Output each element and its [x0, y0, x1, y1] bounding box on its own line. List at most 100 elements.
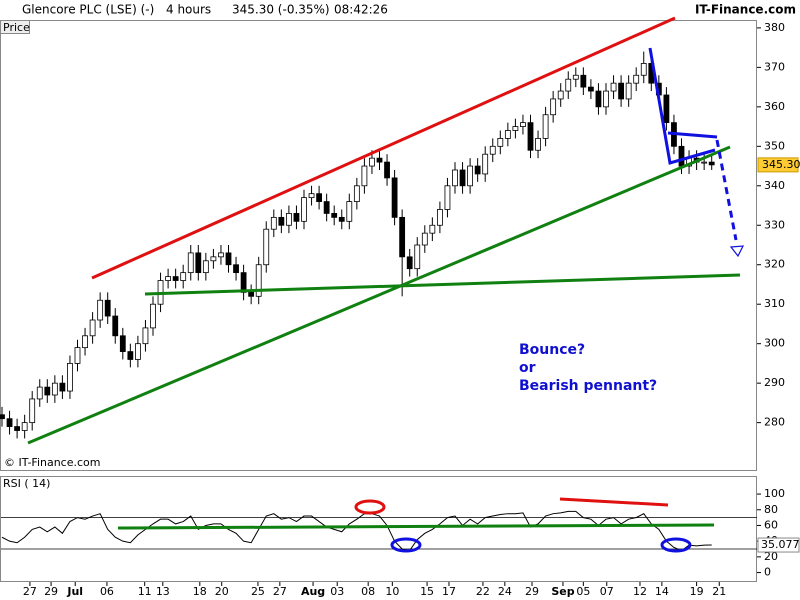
x-tick-label: 22: [476, 585, 490, 598]
x-tick-label: Sep: [551, 585, 574, 598]
candle-body: [708, 161, 715, 166]
candle-body: [520, 122, 526, 127]
candle-body: [142, 327, 149, 345]
candle-body: [323, 201, 330, 214]
resistance-line: [91, 16, 676, 280]
price-label: Price: [3, 21, 30, 34]
y-tick-label: 370: [764, 60, 785, 73]
x-tick-label: 27: [23, 585, 37, 598]
candle-body: [512, 126, 519, 131]
candle-body: [610, 82, 617, 92]
candle-body: [285, 213, 292, 226]
candle-body: [89, 319, 96, 337]
rsi-support: [117, 523, 715, 530]
price-panel: [0, 20, 757, 471]
x-tick-label: 18: [193, 585, 207, 598]
candle-body: [633, 74, 640, 84]
candle-body: [308, 193, 315, 199]
candle-body: [436, 209, 443, 226]
candle-body: [489, 145, 496, 155]
candle-body: [59, 382, 66, 392]
rsi-divergence: [559, 497, 669, 507]
y-tick-label: 80: [764, 503, 778, 516]
x-tick-label: 06: [100, 585, 114, 598]
x-tick-label: 13: [156, 585, 170, 598]
annotation: or: [519, 360, 536, 376]
candle-body: [187, 252, 194, 274]
candle-body: [572, 74, 579, 80]
candle-body: [384, 161, 390, 179]
candle-body: [255, 264, 262, 297]
price-label-box: [0, 20, 30, 34]
candle-body: [338, 216, 345, 222]
candle-body: [172, 276, 179, 281]
y-tick-label: 330: [764, 218, 785, 231]
candle-body: [361, 165, 368, 187]
candle-body: [467, 165, 474, 187]
time: 08:42:26: [334, 3, 388, 17]
candle-body: [14, 426, 21, 431]
candle-body: [504, 130, 511, 139]
candle-body: [0, 414, 5, 420]
candle-body: [21, 422, 28, 431]
candle-body: [459, 169, 466, 187]
candle-body: [316, 193, 323, 202]
candle-body: [134, 343, 141, 360]
candle-body: [542, 114, 549, 139]
x-tick-label: 12: [633, 585, 647, 598]
pennant-pole: [648, 47, 716, 165]
candle-body: [119, 335, 126, 352]
candle-body: [452, 169, 458, 187]
x-tick-label: 10: [385, 585, 399, 598]
pennant-top: [667, 131, 718, 139]
x-tick-label: 29: [525, 585, 539, 598]
x-tick-label: 27: [273, 585, 287, 598]
candle-body: [376, 157, 383, 163]
candle-body: [165, 276, 172, 281]
y-tick-label: 100: [764, 487, 785, 500]
x-tick-label: 14: [655, 585, 669, 598]
instrument: Glencore PLC (LSE) (-): [22, 3, 154, 17]
x-tick-label: 07: [600, 585, 614, 598]
candle-body: [127, 351, 134, 360]
candle-body: [36, 386, 43, 400]
arrow-head: [729, 245, 745, 258]
x-tick-label: 11: [138, 585, 152, 598]
annotation: Bearish pennant?: [519, 378, 657, 394]
candle-body: [663, 94, 670, 124]
candle-body: [527, 122, 534, 151]
candle-body: [625, 82, 632, 100]
x-tick-label: 29: [44, 585, 58, 598]
candle-body: [331, 213, 338, 218]
candle-body: [353, 185, 360, 202]
candle-body: [429, 224, 436, 234]
last-price-label: 345.30: [762, 158, 800, 171]
last-price-box: [757, 157, 799, 173]
candle-body: [497, 138, 504, 147]
y-tick-label: 360: [764, 100, 785, 113]
candle-body: [51, 382, 58, 396]
rsi-circle: [660, 537, 692, 553]
candle-body: [270, 216, 277, 230]
y-tick-label: 290: [764, 376, 785, 389]
x-tick-label: Jul: [66, 585, 83, 598]
candle-body: [595, 90, 602, 108]
candle-body: [535, 138, 541, 151]
candle-body: [218, 252, 224, 258]
candle-body: [588, 86, 594, 92]
candle-body: [444, 185, 451, 210]
y-tick-label: 310: [764, 297, 785, 310]
candle-body: [180, 272, 187, 281]
y-tick-label: 0: [764, 566, 771, 579]
candle-body: [29, 398, 36, 424]
y-tick-label: 280: [764, 416, 785, 429]
candle-body: [482, 153, 489, 175]
candle-body: [74, 347, 81, 364]
candle-body: [346, 201, 353, 222]
rsi-circle: [354, 499, 386, 515]
rsi-panel: [0, 476, 757, 582]
candle-body: [421, 232, 428, 246]
candle-body: [225, 252, 232, 266]
